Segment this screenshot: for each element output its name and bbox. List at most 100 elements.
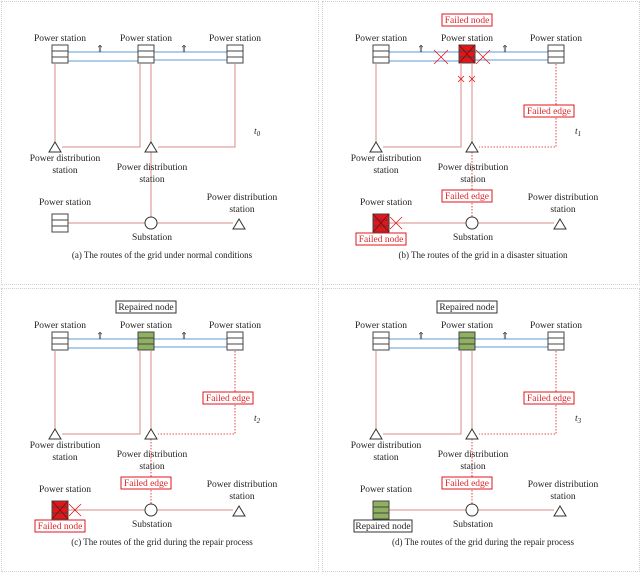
power-station-4 xyxy=(51,213,69,233)
distribution-station-icon xyxy=(144,141,158,153)
power-station-icon xyxy=(51,44,69,64)
substation-icon xyxy=(465,503,479,517)
power-station-label: Power station xyxy=(209,321,261,331)
power-station-4 xyxy=(372,500,390,520)
distribution-station-label: station xyxy=(550,205,576,215)
failed-edge-cross xyxy=(389,216,403,230)
failed-edge-tag: Failed edge xyxy=(523,391,575,405)
power-station-1 xyxy=(51,44,69,64)
power-station-label: Power station xyxy=(39,198,91,208)
distribution-station-icon xyxy=(553,505,567,517)
failed-edge-tag: Failed edge xyxy=(441,189,493,203)
panel-c: ⇑ ⇑ Power station Power station Power statio… xyxy=(1,288,319,572)
repaired-node-tag: Repaired node xyxy=(115,300,177,314)
failed-edge-tag: Failed edge xyxy=(523,104,575,118)
distribution-station-label: station xyxy=(373,166,399,176)
power-station-icon xyxy=(547,331,565,351)
power-station-label: Power station xyxy=(355,321,407,331)
power-station-label: Power station xyxy=(530,34,582,44)
grid-diagram: ⇑ ⇑ Power station Power station Power statio… xyxy=(351,13,599,260)
distribution-station-label: station xyxy=(460,462,486,472)
distribution-station-label: Power distribution xyxy=(351,154,422,164)
power-station-label: Power station xyxy=(120,34,172,44)
failed-node-tag-label: Failed node xyxy=(445,16,490,26)
failed-edge-cross xyxy=(457,75,465,83)
power-station-1 xyxy=(372,44,390,64)
distribution-station-label: station xyxy=(139,462,165,472)
failed-edge xyxy=(479,351,557,435)
power-station-4 xyxy=(372,213,390,233)
failed-edge-tag-label: Failed edge xyxy=(206,394,250,404)
panel-a: ⇑ ⇑ Power station Power station Power statio… xyxy=(1,1,319,285)
distribution-station-label: station xyxy=(139,175,165,185)
power-station-icon xyxy=(226,44,244,64)
time-label: t1 xyxy=(575,127,581,138)
substation-label: Substation xyxy=(132,233,172,243)
route-line xyxy=(158,64,236,148)
failed-edge-tag-label: Failed edge xyxy=(124,479,168,489)
power-station-label: Power station xyxy=(34,321,86,331)
distribution-station-label: station xyxy=(460,175,486,185)
distribution-station-label: Power distribution xyxy=(207,480,278,490)
power-station-icon xyxy=(547,44,565,64)
time-label: t0 xyxy=(254,127,261,138)
power-station-3 xyxy=(226,331,244,351)
power-station-icon xyxy=(51,213,69,233)
route-line xyxy=(383,64,462,148)
distribution-station-icon xyxy=(369,428,383,440)
power-station-label: Power station xyxy=(34,34,86,44)
power-station-icon xyxy=(372,500,390,520)
distribution-station-label: Power distribution xyxy=(117,450,188,460)
route-line xyxy=(62,64,141,148)
time-symbol: t xyxy=(575,127,578,137)
failed-edge-tag: Failed edge xyxy=(202,391,254,405)
failed-node-tag-label: Failed node xyxy=(38,522,83,532)
flow-arrow-icon: ⇑ xyxy=(501,331,509,342)
flow-arrow-icon: ⇑ xyxy=(96,44,104,55)
power-station-label: Power station xyxy=(441,34,493,44)
distribution-station-label: Power distribution xyxy=(438,163,509,173)
distribution-station-label: station xyxy=(229,205,255,215)
distribution-station-label: Power distribution xyxy=(30,154,101,164)
flow-arrow-icon: ⇑ xyxy=(180,44,188,55)
distribution-station-label: Power distribution xyxy=(528,193,599,203)
power-station-1 xyxy=(372,331,390,351)
time-subscript: 2 xyxy=(257,417,261,425)
power-station-icon xyxy=(458,331,476,351)
failed-edge-tag-label: Failed edge xyxy=(527,394,571,404)
power-station-4 xyxy=(51,500,69,520)
distribution-station-label: Power distribution xyxy=(438,450,509,460)
distribution-station-label: Power distribution xyxy=(528,480,599,490)
power-station-label: Power station xyxy=(441,321,493,331)
time-subscript: 0 xyxy=(257,130,261,138)
failed-edge-tag-label: Failed edge xyxy=(445,192,489,202)
power-station-icon xyxy=(372,331,390,351)
time-label: t3 xyxy=(575,414,582,425)
distribution-station-label: Power distribution xyxy=(351,441,422,451)
distribution-station-label: station xyxy=(52,166,78,176)
substation-label: Substation xyxy=(453,233,493,243)
power-station-label: Power station xyxy=(530,321,582,331)
substation-icon xyxy=(144,216,158,230)
power-station-3 xyxy=(226,44,244,64)
time-subscript: 3 xyxy=(577,417,582,425)
distribution-station-icon xyxy=(465,428,479,440)
distribution-station-icon xyxy=(553,218,567,230)
flow-arrow-icon: ⇑ xyxy=(417,44,425,55)
flow-arrow-icon: ⇑ xyxy=(417,331,425,342)
distribution-station-label: station xyxy=(52,453,78,463)
time-symbol: t xyxy=(575,414,578,424)
power-station-2 xyxy=(137,331,155,351)
time-symbol: t xyxy=(254,127,257,137)
grid-diagram: ⇑ ⇑ Power station Power station Power statio… xyxy=(351,300,599,547)
failed-node-tag: Failed node xyxy=(34,519,86,533)
failed-node-tag: Failed node xyxy=(355,232,407,246)
distribution-station-label: Power distribution xyxy=(207,193,278,203)
distribution-station-label: Power distribution xyxy=(30,441,101,451)
power-station-2 xyxy=(137,44,155,64)
failed-edge-tag: Failed edge xyxy=(441,476,493,490)
grid-diagram: ⇑ ⇑ Power station Power station Power statio… xyxy=(30,34,278,260)
failed-edge-tag: Failed edge xyxy=(120,476,172,490)
failed-edge xyxy=(479,64,557,148)
